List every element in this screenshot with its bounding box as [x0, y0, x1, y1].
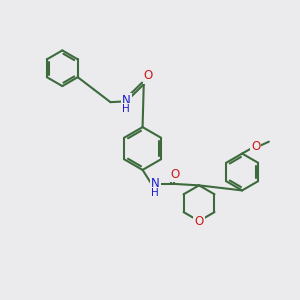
Text: O: O: [251, 140, 260, 153]
Text: N: N: [122, 94, 130, 106]
Text: H: H: [152, 188, 159, 198]
Text: N: N: [151, 177, 160, 190]
Text: O: O: [194, 214, 204, 227]
Text: O: O: [171, 168, 180, 181]
Text: H: H: [122, 104, 130, 114]
Text: O: O: [144, 70, 153, 83]
